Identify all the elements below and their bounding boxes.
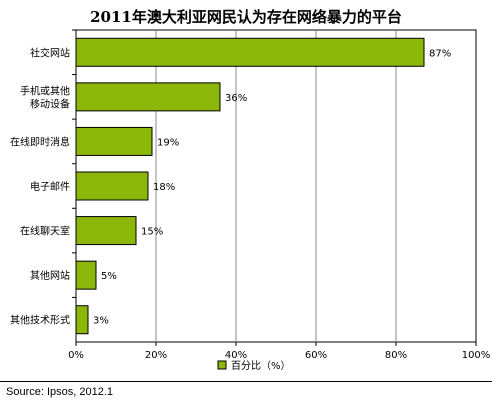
chart-title: 2011年澳大利亚网民认为存在网络暴力的平台	[90, 8, 402, 26]
x-tick-label: 100%	[462, 350, 491, 361]
category-label: 其他技术形式	[10, 314, 70, 327]
legend-swatch	[217, 360, 227, 370]
bar-value-label: 5%	[101, 271, 117, 282]
bar	[75, 82, 221, 112]
source-note: Source: Ipsos, 2012.1	[6, 386, 114, 398]
bar-value-label: 19%	[157, 137, 179, 148]
category-label: 其他网站	[30, 269, 70, 282]
x-tick-label: 0%	[68, 350, 84, 361]
category-label: 在线即时消息	[10, 135, 70, 148]
bar	[75, 171, 149, 201]
category-label: 在线聊天室	[20, 225, 70, 238]
x-tick-label: 40%	[225, 350, 247, 361]
category-label: 社交网站	[30, 46, 70, 59]
category-label: 电子邮件	[30, 180, 70, 193]
legend-label: 百分比（%）	[231, 360, 291, 372]
bar	[75, 305, 89, 335]
bar	[75, 260, 97, 290]
bar	[75, 126, 153, 156]
x-tick-label: 80%	[385, 350, 407, 361]
bar-value-label: 87%	[429, 48, 451, 59]
category-label: 手机或其他	[20, 84, 70, 97]
source-divider	[0, 381, 492, 382]
bar-value-label: 3%	[93, 316, 109, 327]
bar-value-label: 36%	[225, 93, 247, 104]
x-tick-label: 20%	[145, 350, 167, 361]
bar	[75, 216, 137, 246]
bar-value-label: 18%	[153, 182, 175, 193]
x-tick-label: 60%	[305, 350, 327, 361]
bar-value-label: 15%	[141, 227, 163, 238]
bar	[75, 37, 425, 67]
category-label: 移动设备	[30, 97, 70, 110]
